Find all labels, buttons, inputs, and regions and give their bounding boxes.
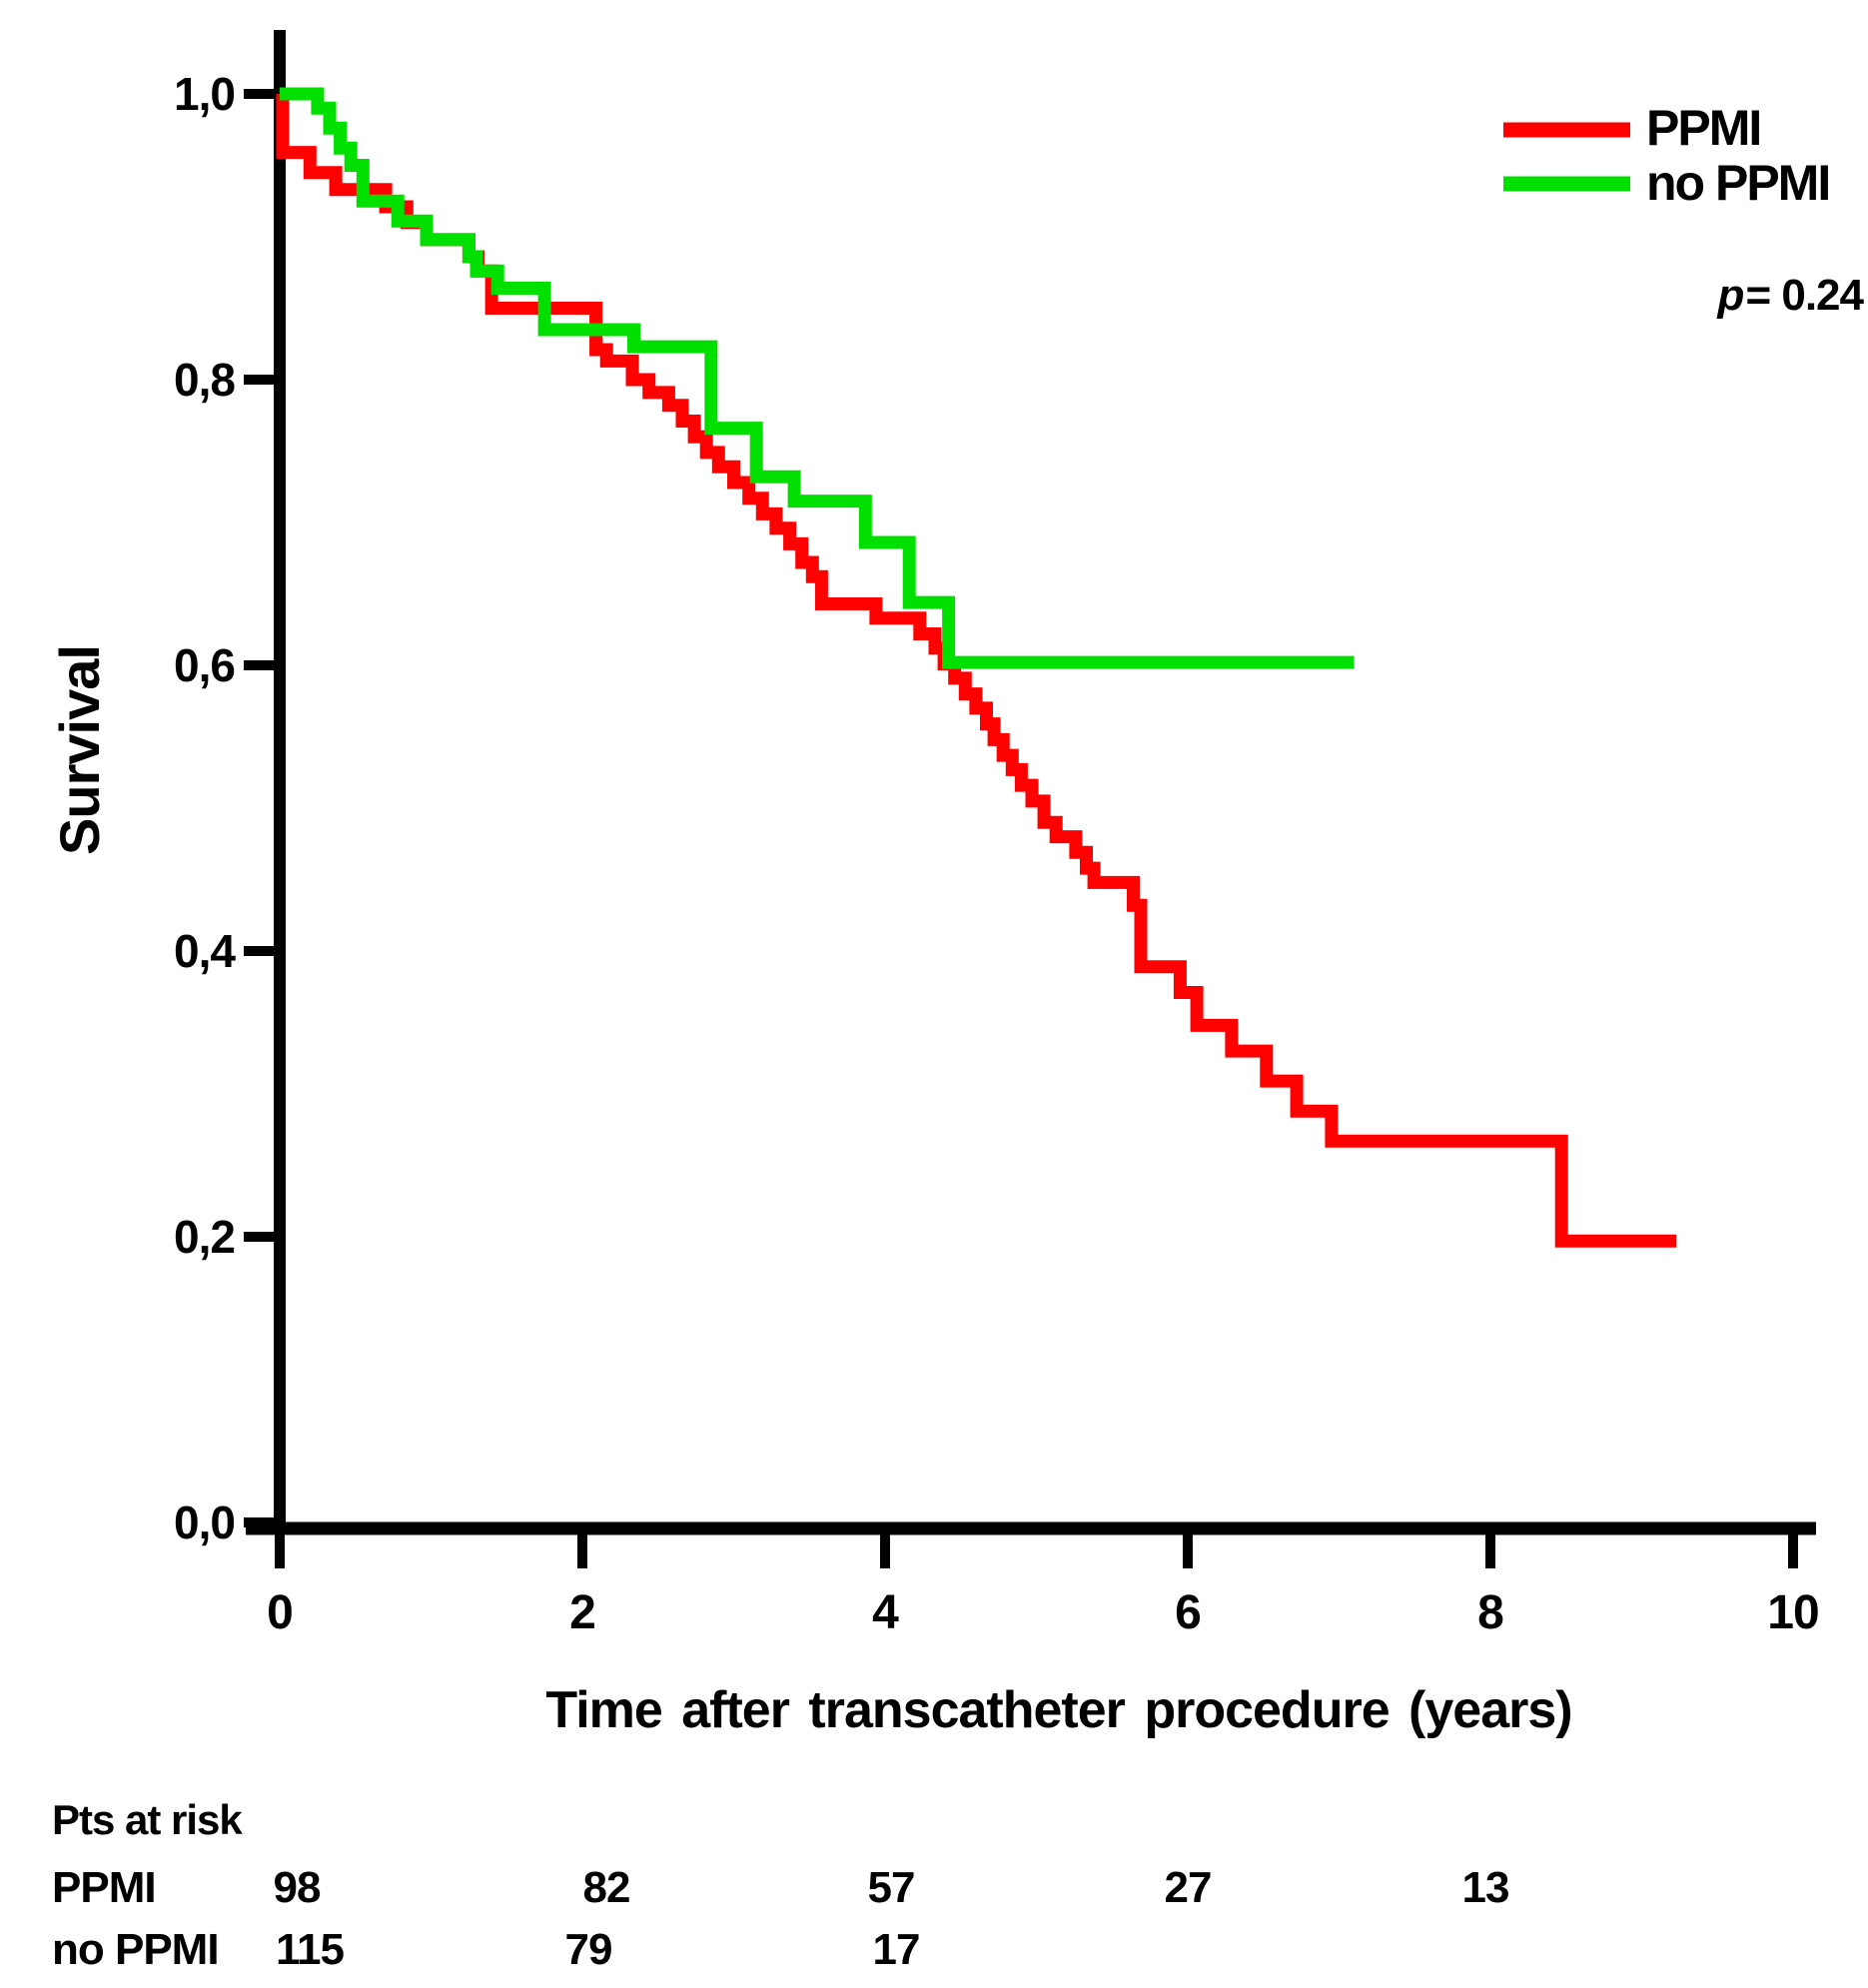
axes [244, 30, 1816, 1568]
risk-no-ppmi-t0: 115 [276, 1925, 345, 1974]
curve-ppmi [276, 87, 1677, 1248]
y-tick-label-0.8: 0,8 [174, 354, 236, 406]
p-value-text: = 0.24 [1745, 271, 1864, 320]
y-axis-title: Survival [48, 645, 111, 855]
x-tick-label-10: 10 [1767, 1586, 1819, 1639]
y-tick-label-1.0: 1,0 [174, 68, 236, 120]
risk-no-ppmi-t4: 17 [872, 1925, 921, 1974]
x-tick-label-0: 0 [267, 1586, 294, 1639]
p-symbol: p [1717, 271, 1745, 320]
risk-ppmi-t2: 82 [582, 1863, 631, 1912]
curve-no-ppmi [280, 87, 1355, 669]
p-value-annotation: p= 0.24 [1488, 270, 1864, 322]
risk-row-no-ppmi-label: no PPMI [52, 1925, 220, 1974]
x-axis-title: Time after transcatheter procedure (year… [545, 1681, 1572, 1739]
legend-label-ppmi: PPMI [1646, 100, 1762, 156]
risk-ppmi-t4: 57 [867, 1863, 916, 1912]
risk-row-ppmi-label: PPMI [52, 1863, 157, 1912]
y-tick-label-0.2: 0,2 [174, 1211, 236, 1263]
x-tick-label-6: 6 [1175, 1586, 1202, 1639]
risk-table-header: Pts at risk [52, 1796, 243, 1843]
x-tick-label-8: 8 [1477, 1586, 1504, 1639]
y-tick-label-0.0: 0,0 [174, 1496, 236, 1548]
risk-ppmi-t6: 27 [1164, 1863, 1213, 1912]
x-tick-label-2: 2 [569, 1586, 596, 1639]
y-tick-label-0.4: 0,4 [174, 925, 236, 977]
risk-ppmi-t0: 98 [273, 1863, 322, 1912]
legend-label-no-ppmi: no PPMI [1646, 155, 1831, 211]
risk-no-ppmi-t2: 79 [564, 1925, 613, 1974]
x-ticks [275, 1528, 1798, 1568]
legend-key-lines [1503, 122, 1630, 192]
y-tick-label-0.6: 0,6 [174, 639, 236, 691]
x-tick-label-4: 4 [872, 1586, 899, 1639]
risk-ppmi-t8: 13 [1461, 1863, 1510, 1912]
survival-curves [276, 87, 1677, 1248]
y-ticks [244, 89, 286, 1527]
